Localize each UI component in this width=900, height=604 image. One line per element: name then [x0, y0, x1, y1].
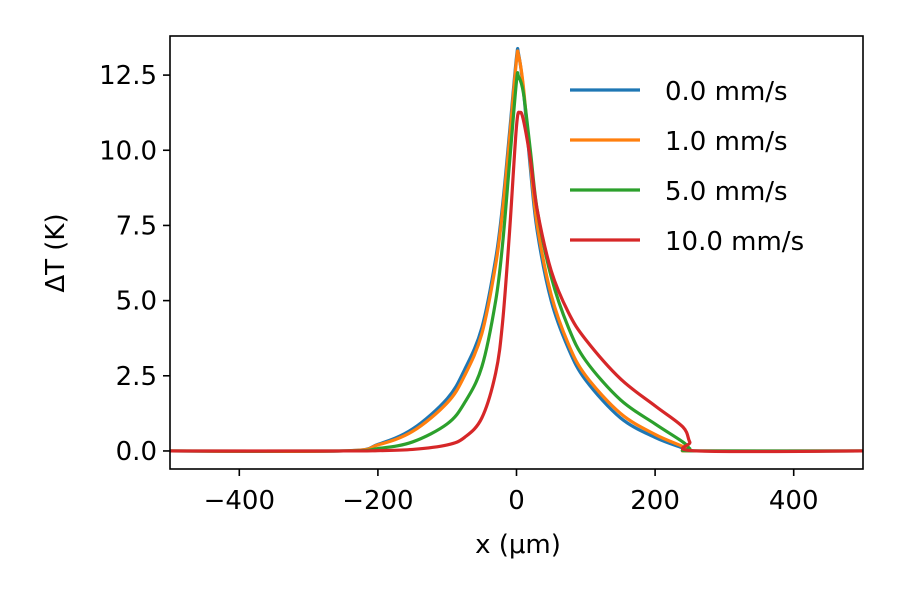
- series-line-2: [170, 49, 863, 454]
- legend-label: 10.0 mm/s: [665, 227, 804, 257]
- y-tick-label: 7.5: [116, 211, 157, 241]
- x-axis-label: x (μm): [475, 530, 561, 560]
- legend-label: 5.0 mm/s: [665, 177, 788, 207]
- x-tick-label: 200: [630, 486, 680, 516]
- x-tick-label: 400: [769, 486, 819, 516]
- y-axis-label: ΔT (K): [41, 213, 71, 292]
- y-tick-label: 2.5: [116, 362, 157, 392]
- x-tick-label: −400: [204, 486, 275, 516]
- y-axis-ticks: 0.0 2.5 5.0 7.5 10.0 12.5: [99, 61, 170, 467]
- y-tick-label: 5.0: [116, 287, 157, 317]
- series-line-4: [170, 110, 863, 454]
- y-tick-label: 0.0: [116, 437, 157, 467]
- series-line-3: [170, 71, 863, 453]
- series-lines: [170, 46, 863, 454]
- legend-label: 1.0 mm/s: [665, 127, 788, 157]
- x-tick-label: −200: [342, 486, 413, 516]
- y-tick-label: 10.0: [99, 136, 157, 166]
- x-tick-label: 0: [508, 486, 525, 516]
- legend: 0.0 mm/s 1.0 mm/s 5.0 mm/s 10.0 mm/s: [570, 77, 804, 257]
- legend-label: 0.0 mm/s: [665, 77, 788, 107]
- x-axis-ticks: −400 −200 0 200 400: [204, 469, 819, 516]
- y-tick-label: 12.5: [99, 61, 157, 91]
